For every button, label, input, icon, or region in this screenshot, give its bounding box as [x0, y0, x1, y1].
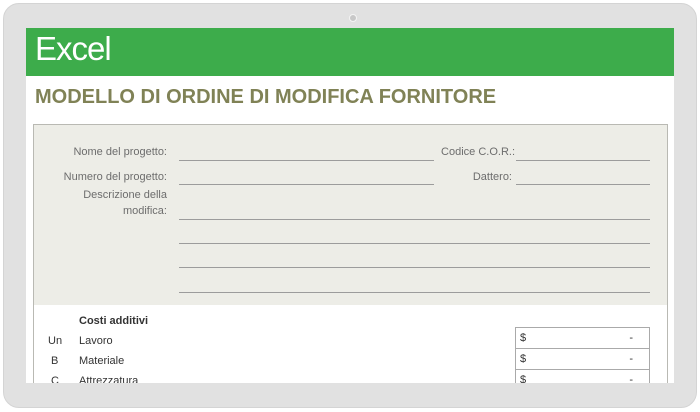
description-label: Descrizione della: [83, 189, 167, 201]
description-line-4[interactable]: [179, 292, 650, 293]
value: -: [629, 332, 633, 344]
cor-code-field[interactable]: [516, 160, 650, 161]
camera-icon: [349, 14, 357, 22]
date-field[interactable]: [516, 184, 650, 185]
row-code: Un: [48, 335, 63, 347]
row-name: Attrezzatura: [79, 375, 139, 383]
project-number-label: Numero del progetto:: [63, 171, 167, 183]
project-name-field[interactable]: [179, 160, 434, 161]
value: -: [629, 374, 633, 383]
description-line-2[interactable]: [179, 243, 650, 244]
date-label: Dattero:: [472, 171, 512, 183]
currency: $: [520, 353, 527, 365]
row-name: Materiale: [79, 355, 125, 367]
project-number-field[interactable]: [179, 184, 434, 185]
screen: Excel MODELLO DI ORDINE DI MODIFICA FORN…: [26, 28, 674, 383]
description-line-1[interactable]: [179, 219, 650, 220]
cost-cell-equipment[interactable]: $ -: [515, 369, 650, 383]
cost-cell-material[interactable]: $ -: [515, 348, 650, 370]
project-info-form: Nome del progetto: Codice C.O.R.: Numero…: [33, 124, 668, 306]
description-label-2: modifica:: [122, 205, 167, 217]
costs-section: Costi additivi Un Lavoro $ - B Materiale …: [33, 305, 668, 383]
app-header: Excel: [26, 28, 674, 76]
currency: $: [520, 332, 527, 344]
page-title: MODELLO DI ORDINE DI MODIFICA FORNITORE: [35, 86, 497, 108]
row-code: B: [51, 355, 59, 367]
project-name-label: Nome del progetto:: [73, 146, 167, 158]
currency: $: [520, 374, 527, 383]
cor-code-label: Codice C.O.R.:: [441, 146, 515, 158]
app-brand: Excel: [35, 30, 112, 67]
costs-header: Costi additivi: [79, 315, 149, 327]
row-code: C: [51, 375, 59, 383]
value: -: [629, 353, 633, 365]
description-line-3[interactable]: [179, 267, 650, 268]
row-name: Lavoro: [79, 335, 113, 347]
cost-cell-labor[interactable]: $ -: [515, 327, 650, 349]
